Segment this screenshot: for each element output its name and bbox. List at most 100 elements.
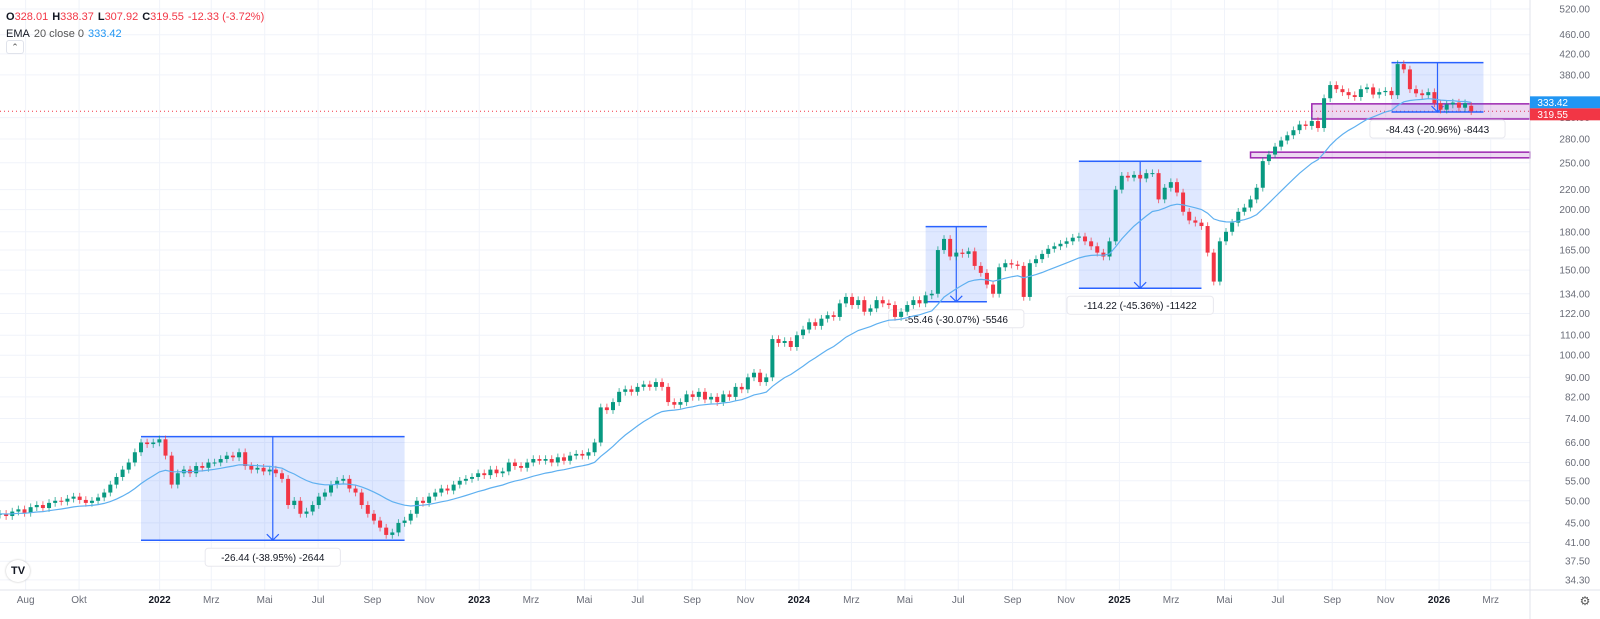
- low-value: 307.92: [104, 10, 139, 23]
- candle-body: [1027, 263, 1032, 297]
- price-range-measure[interactable]: -55.46 (-30.07%) -5546: [888, 225, 1025, 329]
- candle: [1064, 237, 1069, 248]
- candle-body: [286, 478, 291, 506]
- candle-body: [255, 467, 260, 470]
- measure-label: -55.46 (-30.07%) -5546: [905, 315, 1009, 326]
- candle-body: [972, 251, 977, 266]
- y-tick-label: 37.50: [1565, 557, 1590, 568]
- candle: [371, 510, 376, 525]
- candle-body: [420, 500, 425, 503]
- candle: [1401, 60, 1406, 74]
- candle-body: [1070, 237, 1075, 242]
- candle: [935, 246, 940, 298]
- close-value: 319.55: [150, 10, 184, 23]
- candle-body: [580, 453, 585, 456]
- candle: [1125, 172, 1130, 182]
- candle-body: [200, 466, 205, 468]
- measurements[interactable]: -26.44 (-38.95%) -2644 -55.46 (-30.07%) -…: [140, 61, 1506, 567]
- candle-body: [954, 252, 959, 257]
- candle-body: [1395, 64, 1400, 96]
- open-label: O: [6, 10, 15, 23]
- candle-body: [396, 522, 401, 533]
- x-tick-label: Jul: [952, 595, 965, 606]
- candle-body: [874, 300, 879, 309]
- price-range-measure[interactable]: -26.44 (-38.95%) -2644: [140, 435, 405, 567]
- candle: [1352, 91, 1357, 101]
- candle: [237, 448, 242, 462]
- candle: [892, 301, 897, 321]
- candle: [1132, 171, 1137, 182]
- candle: [1383, 87, 1388, 96]
- candle: [243, 448, 248, 470]
- candle-body: [917, 300, 922, 304]
- candle: [206, 458, 211, 472]
- candle-body: [414, 500, 419, 514]
- candle-body: [1450, 102, 1455, 105]
- candle-body: [733, 386, 738, 397]
- candle-body: [739, 386, 744, 390]
- candle: [868, 304, 873, 316]
- candle-body: [1407, 69, 1412, 90]
- candle-body: [138, 442, 143, 453]
- candle: [696, 388, 701, 401]
- candle-body: [549, 459, 554, 463]
- tradingview-logo[interactable]: TV: [6, 560, 30, 582]
- candle: [304, 507, 309, 518]
- candle-body: [451, 484, 456, 491]
- candle: [978, 262, 983, 277]
- candle: [249, 462, 254, 474]
- candle-body: [132, 452, 137, 463]
- candle-body: [157, 439, 162, 443]
- candle-body: [727, 394, 732, 397]
- gear-icon[interactable]: ⚙: [1579, 594, 1591, 608]
- low-label: L: [97, 10, 105, 23]
- price-label-text: 333.42: [1537, 98, 1568, 109]
- candle-body: [1364, 87, 1369, 90]
- chevron-up-icon[interactable]: ⌃: [6, 40, 24, 54]
- candle: [1033, 255, 1038, 267]
- candle: [1328, 81, 1333, 103]
- candle-body: [929, 293, 934, 296]
- candle-body: [1181, 192, 1186, 212]
- candle-body: [1401, 64, 1406, 70]
- candle-body: [494, 469, 499, 474]
- candle: [322, 488, 327, 501]
- candle-body: [1469, 105, 1474, 112]
- candle-body: [782, 341, 787, 343]
- candle-body: [660, 382, 665, 387]
- candle-body: [905, 305, 910, 312]
- candle-body: [224, 455, 229, 460]
- y-tick-label: 220.00: [1559, 185, 1590, 196]
- candle-body: [1119, 175, 1124, 190]
- candle-body: [439, 488, 444, 493]
- candle-body: [476, 473, 481, 477]
- candle-body: [561, 457, 566, 461]
- candle-body: [525, 462, 530, 468]
- candle-body: [237, 452, 242, 458]
- candle-body: [764, 377, 769, 383]
- indicator-row[interactable]: EMA 20 close 0 333.42: [6, 25, 264, 42]
- support-zone[interactable]: [1249, 151, 1531, 159]
- price-range-measure[interactable]: -84.43 (-20.96%) -8443: [1369, 61, 1506, 139]
- candle-body: [770, 339, 775, 378]
- candle: [1156, 169, 1161, 204]
- candle-body: [433, 492, 438, 497]
- candle: [488, 465, 493, 479]
- candle: [65, 494, 70, 506]
- candle: [617, 388, 622, 406]
- price-range-measure[interactable]: -114.22 (-45.36%) -11422: [1066, 160, 1214, 315]
- candle: [592, 438, 597, 457]
- candle-body: [721, 394, 726, 403]
- candle: [126, 458, 131, 474]
- candle: [1297, 120, 1302, 135]
- candle-body: [574, 453, 579, 456]
- y-tick-label: 55.00: [1565, 476, 1590, 487]
- candle: [1070, 233, 1075, 246]
- y-tick-label: 100.00: [1559, 351, 1590, 362]
- candle: [1119, 172, 1124, 194]
- candle-body: [617, 391, 622, 403]
- candle: [1426, 88, 1431, 99]
- candle-body: [243, 452, 248, 467]
